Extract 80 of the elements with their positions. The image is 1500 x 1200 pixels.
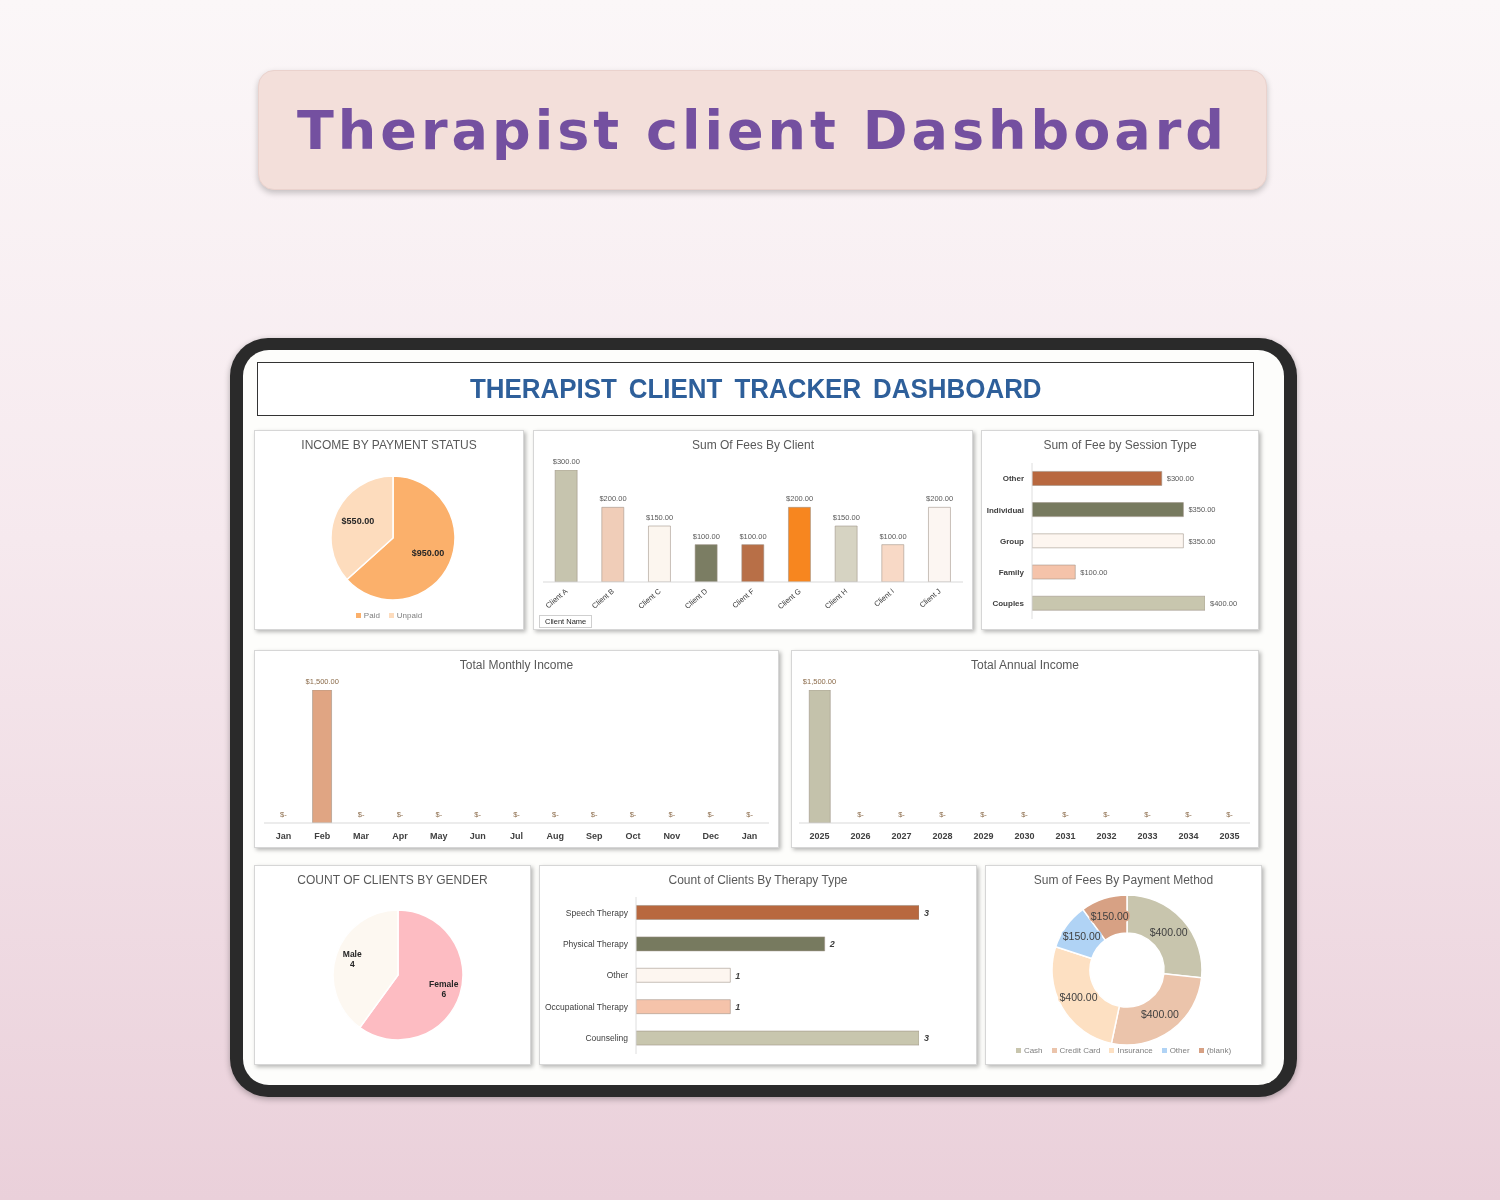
legend-label: Insurance (1117, 1046, 1153, 1055)
x-tick-label: 2030 (1014, 831, 1035, 842)
bar (648, 525, 671, 582)
bar (694, 544, 718, 582)
x-tick-label: Jul (509, 831, 524, 842)
x-tick-label: 2032 (1096, 831, 1117, 842)
bar (554, 470, 578, 582)
data-label: 3 (924, 1033, 930, 1044)
chart-title: Sum of Fee by Session Type (1043, 438, 1197, 452)
bar (1032, 471, 1163, 486)
bar (788, 506, 811, 582)
y-tick-label: Individual (986, 505, 1024, 515)
legend-label: Other (1169, 1046, 1190, 1055)
y-tick-label: Other (606, 970, 629, 981)
y-tick-label: Speech Therapy (565, 907, 629, 918)
chart-title: INCOME BY PAYMENT STATUS (301, 438, 477, 452)
legend-label: Unpaid (396, 611, 423, 620)
chart-title: COUNT OF CLIENTS BY GENDER (297, 873, 488, 887)
data-label: 1 (735, 1002, 741, 1013)
x-tick-label: 2025 (809, 831, 830, 842)
chart-title: Sum of Fees By Payment Method (1033, 873, 1214, 887)
x-tick-label: 2028 (932, 831, 953, 842)
legend-label: Credit Card (1059, 1046, 1101, 1055)
slice-label: Male (342, 949, 362, 960)
x-tick-label: Sep (585, 831, 603, 842)
x-tick-label: Aug (546, 831, 565, 842)
bar (1032, 595, 1205, 611)
x-tick-label: 2026 (850, 831, 871, 842)
data-label: $400.00 (1149, 925, 1188, 938)
x-tick-label: Dec (702, 831, 719, 842)
data-label: $400.00 (1140, 1008, 1180, 1021)
chart-title: Total Monthly Income (459, 658, 574, 672)
data-label: 3 (924, 907, 930, 918)
x-tick-label: 2027 (891, 831, 912, 842)
data-label: $550.00 (341, 516, 375, 527)
y-tick-label: Physical Therapy (562, 939, 629, 950)
y-tick-label: Couples (992, 599, 1025, 609)
legend-label: Cash (1023, 1046, 1043, 1055)
x-tick-label: Apr (392, 831, 409, 842)
y-tick-label: Family (998, 568, 1025, 577)
bar (881, 544, 905, 582)
chart-title: Total Annual Income (970, 658, 1080, 672)
x-tick-label: Mar (353, 831, 370, 842)
x-tick-label: Jan (275, 831, 292, 842)
x-tick-label: May (430, 831, 448, 842)
x-tick-label: Jun (469, 831, 486, 842)
data-label: $400.00 (1059, 990, 1098, 1003)
x-tick-label: Oct (625, 831, 641, 842)
y-tick-label: Occupational Therapy (544, 1001, 629, 1012)
data-label: 2 (828, 939, 835, 950)
slice-label: Female (429, 979, 459, 990)
chart-title: Count of Clients By Therapy Type (668, 873, 848, 887)
bar (928, 506, 951, 582)
data-label: $150.00 (1062, 929, 1101, 942)
legend-label: (blank) (1206, 1046, 1232, 1055)
x-tick-label: 2029 (973, 831, 994, 842)
text: THERAPIST CLIENT TRACKER DASHBOARD (469, 373, 1042, 404)
y-tick-label: Other (1002, 474, 1024, 484)
bar (1032, 533, 1184, 549)
bar (834, 525, 858, 582)
y-tick-label: Counseling (585, 1033, 629, 1044)
data-label: 1 (735, 970, 741, 981)
data-label: 6 (441, 989, 447, 1000)
bar (741, 544, 765, 582)
text: Therapist client Dashboard (297, 98, 1228, 162)
x-tick-label: 2031 (1055, 831, 1076, 842)
x-tick-label: Feb (314, 831, 331, 842)
bar (1032, 564, 1076, 580)
y-tick-label: Group (1000, 536, 1025, 546)
x-tick-label: Jan (741, 831, 758, 842)
bar (1032, 502, 1184, 518)
x-tick-label: 2035 (1219, 831, 1240, 842)
bar (601, 506, 625, 582)
chart-title: Sum Of Fees By Client (691, 438, 815, 452)
x-tick-label: 2034 (1178, 831, 1199, 842)
x-tick-label: 2033 (1137, 831, 1158, 842)
x-tick-label: Nov (663, 831, 681, 842)
data-label: $950.00 (411, 548, 445, 559)
legend-label: Paid (363, 611, 380, 620)
data-label: 4 (349, 959, 355, 970)
